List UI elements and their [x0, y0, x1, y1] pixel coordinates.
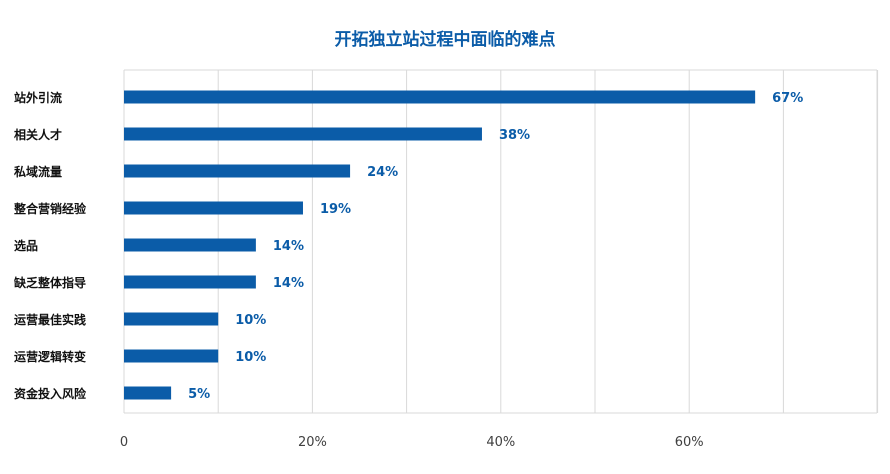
category-label: 运营最佳实践: [14, 312, 86, 327]
value-label: 67%: [772, 91, 803, 106]
category-label: 资金投入风险: [14, 386, 87, 401]
bar: [124, 386, 172, 400]
x-tick-label: 0: [120, 435, 128, 450]
x-tick-label: 60%: [675, 435, 704, 450]
value-label: 24%: [367, 165, 398, 180]
bar: [124, 238, 256, 252]
bar: [124, 201, 303, 215]
chart-title: 开拓独立站过程中面临的难点: [334, 30, 556, 50]
value-label: 14%: [273, 276, 304, 291]
bar: [124, 349, 219, 363]
bar: [124, 90, 756, 104]
category-label: 整合营销经验: [13, 201, 87, 216]
x-tick-label: 20%: [298, 435, 327, 450]
bar: [124, 275, 256, 289]
category-label: 私域流量: [13, 164, 62, 179]
category-label: 选品: [14, 238, 38, 253]
value-label: 19%: [320, 202, 351, 217]
value-label: 14%: [273, 239, 304, 254]
value-label: 5%: [188, 387, 210, 402]
bar: [124, 164, 351, 178]
category-label: 缺乏整体指导: [14, 275, 86, 290]
value-label: 10%: [235, 313, 266, 328]
x-tick-label: 40%: [486, 435, 515, 450]
category-label: 相关人才: [14, 127, 62, 142]
category-label: 站外引流: [14, 90, 62, 105]
category-label: 运营逻辑转变: [14, 349, 86, 364]
value-label: 38%: [499, 128, 530, 143]
value-label: 10%: [235, 350, 266, 365]
bar: [124, 312, 219, 326]
bar: [124, 127, 482, 141]
